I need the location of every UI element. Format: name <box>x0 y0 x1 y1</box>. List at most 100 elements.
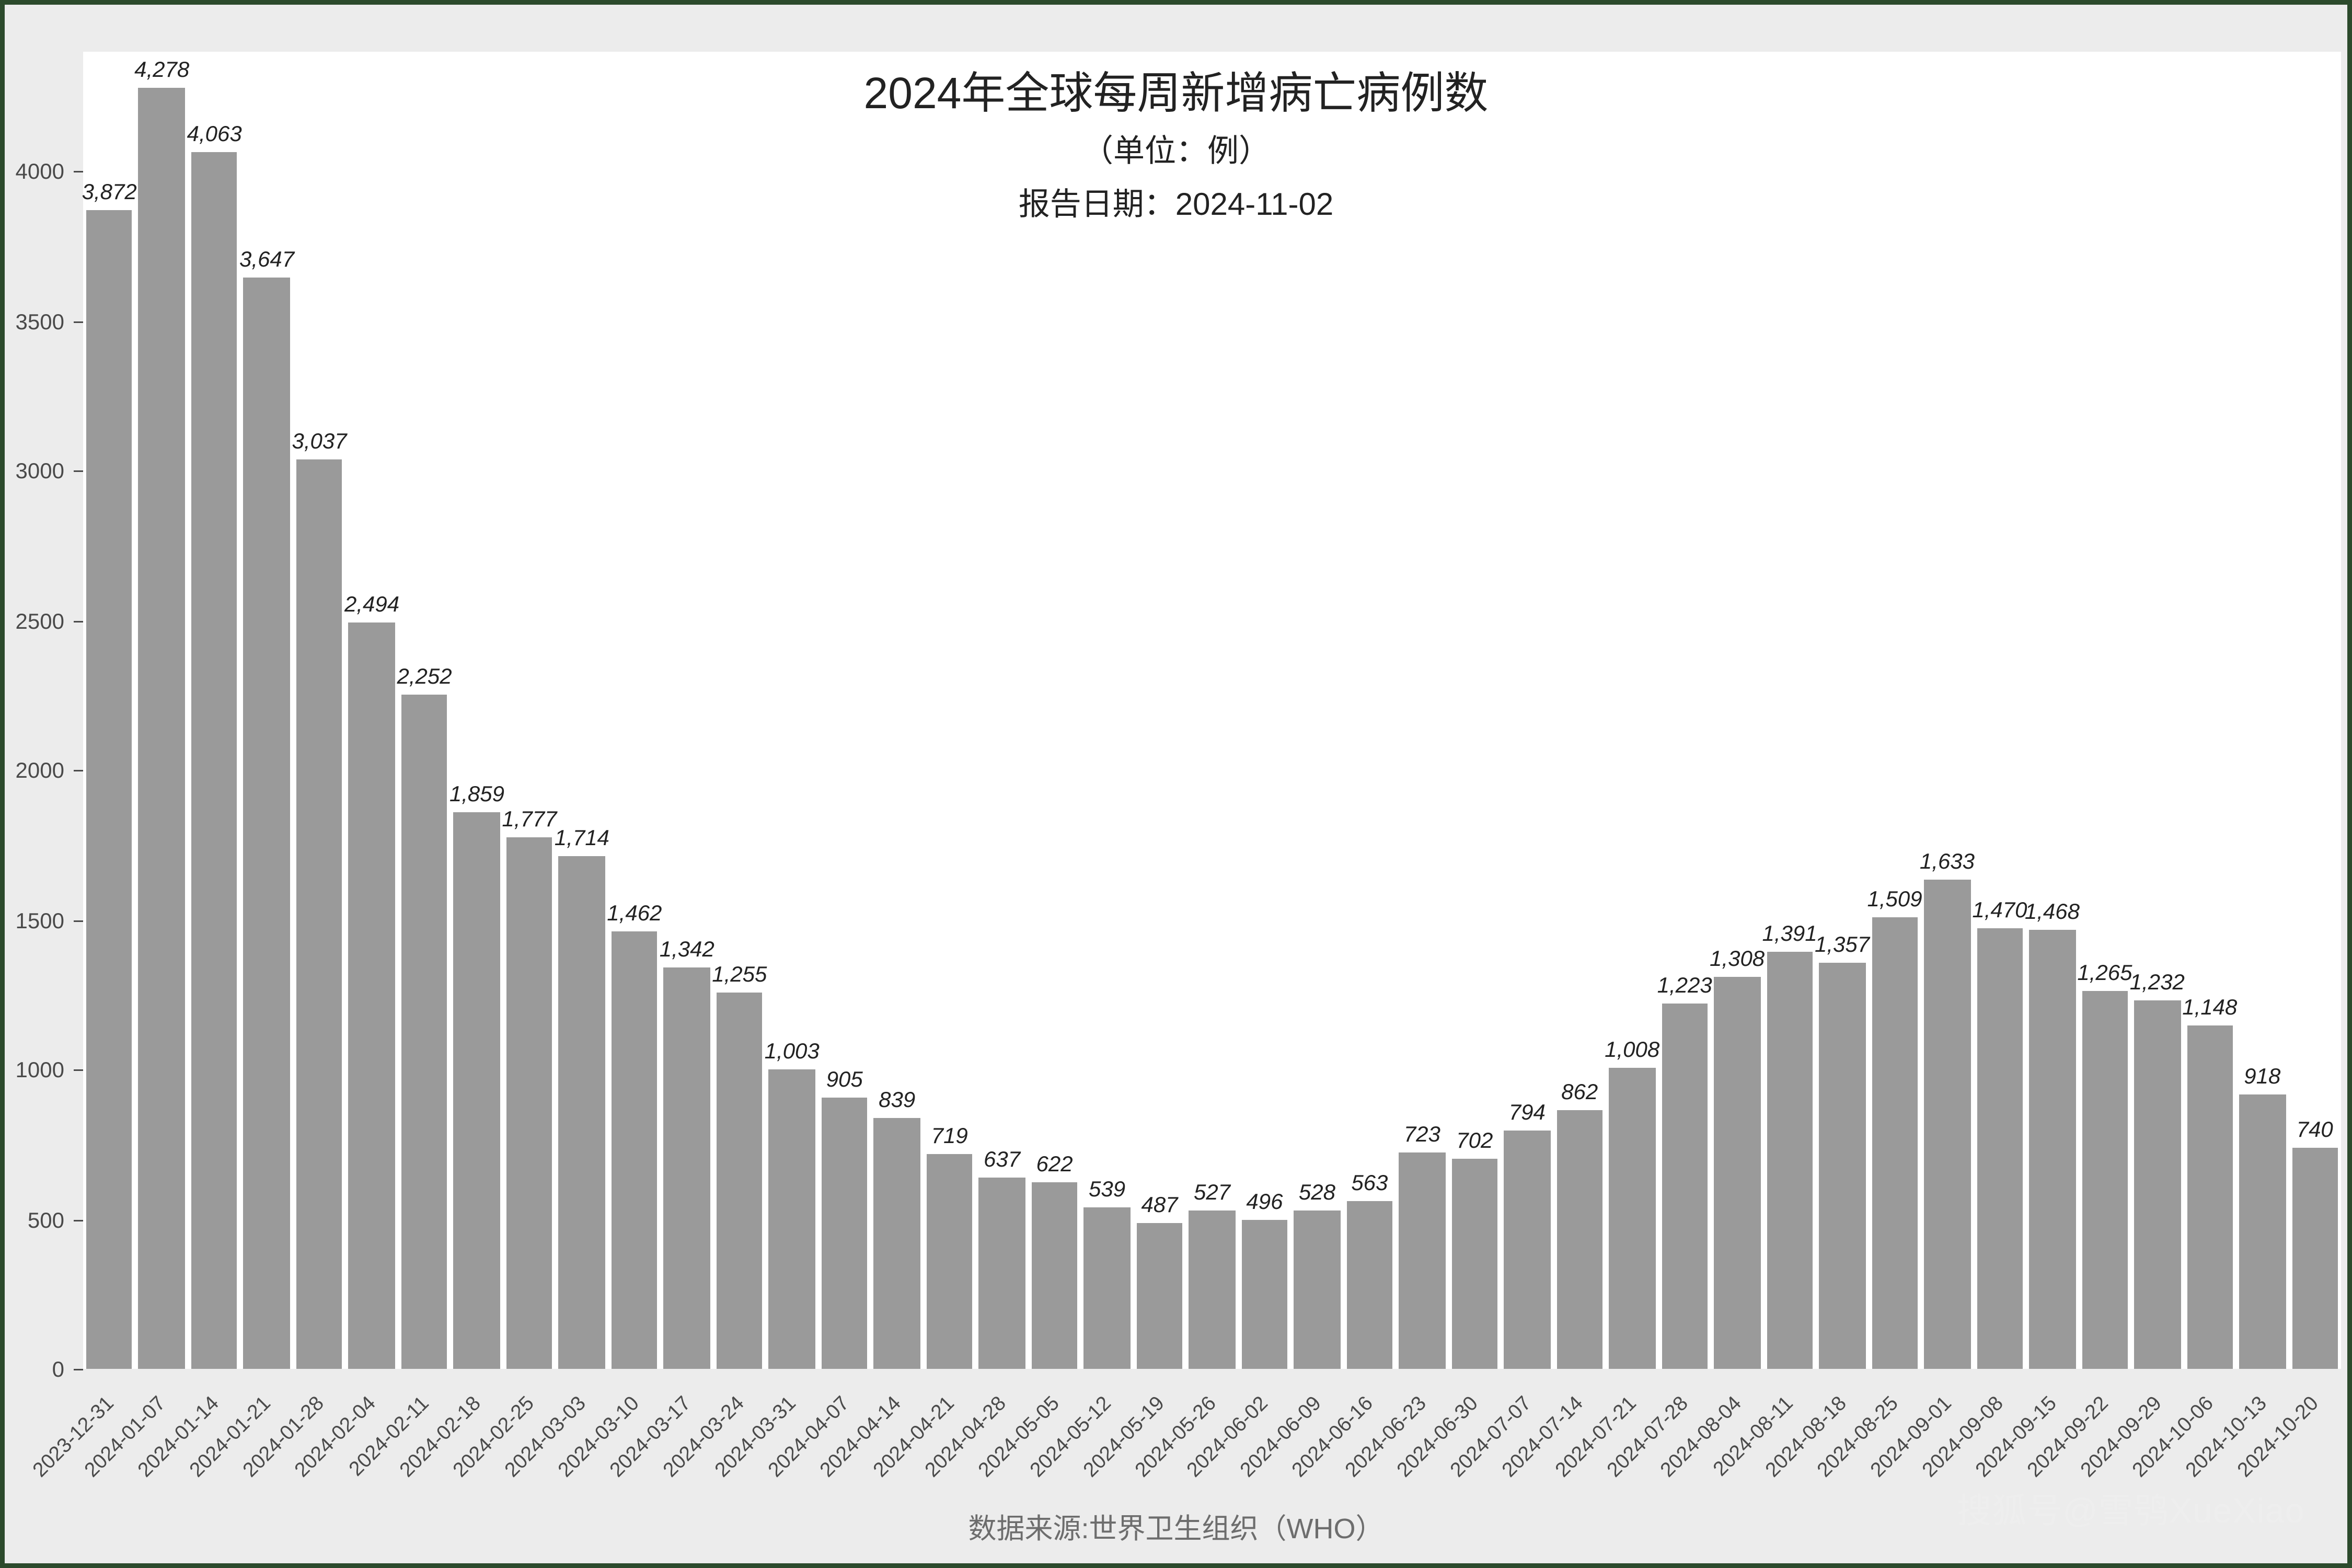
bar <box>1031 1183 1077 1369</box>
y-tick-label: 2500 <box>5 608 64 633</box>
bar <box>296 460 342 1369</box>
y-tick-label: 3500 <box>5 308 64 333</box>
bar <box>1662 1003 1708 1369</box>
bar <box>1241 1220 1287 1369</box>
bar-value-label: 1,003 <box>765 1037 820 1063</box>
bar-value-label: 487 <box>1141 1192 1178 1217</box>
y-tick-mark <box>74 1219 83 1221</box>
y-tick-mark <box>74 920 83 921</box>
bar-value-label: 1,342 <box>660 936 714 961</box>
y-tick-mark <box>74 471 83 472</box>
bar <box>2292 1147 2338 1369</box>
y-tick-label: 3000 <box>5 458 64 483</box>
bar <box>1924 880 1970 1369</box>
bar-value-label: 719 <box>931 1122 968 1147</box>
bar-value-label: 862 <box>1561 1079 1598 1104</box>
y-tick-mark <box>74 1369 83 1370</box>
bar <box>506 837 552 1369</box>
bar <box>664 967 710 1369</box>
bar-value-label: 1,391 <box>1762 921 1817 946</box>
bar <box>2187 1025 2233 1368</box>
bar <box>2082 990 2128 1369</box>
y-tick-label: 0 <box>5 1356 64 1381</box>
y-tick-label: 1500 <box>5 907 64 932</box>
bar-value-label: 4,278 <box>134 57 189 82</box>
y-tick-mark <box>74 770 83 772</box>
bar-value-label: 1,509 <box>1867 886 1922 911</box>
bar <box>1294 1211 1340 1369</box>
bar-value-label: 563 <box>1351 1169 1388 1194</box>
bar-value-label: 1,255 <box>712 962 767 987</box>
bar-value-label: 622 <box>1036 1151 1073 1177</box>
bar <box>2239 1094 2285 1369</box>
bar <box>1714 977 1760 1369</box>
bar <box>979 1178 1025 1369</box>
bar-value-label: 1,008 <box>1605 1036 1659 1061</box>
bar <box>1504 1131 1550 1369</box>
bar <box>244 277 290 1369</box>
y-tick-label: 500 <box>5 1207 64 1232</box>
bar-value-label: 1,859 <box>449 781 504 806</box>
bar <box>454 812 500 1369</box>
bar <box>1819 963 1865 1369</box>
bar <box>1136 1223 1182 1369</box>
bar <box>1451 1159 1497 1369</box>
bar-value-label: 702 <box>1456 1127 1493 1152</box>
bar-value-label: 905 <box>826 1067 863 1092</box>
y-tick-label: 4000 <box>5 159 64 184</box>
bar-value-label: 1,265 <box>2077 959 2132 984</box>
bar <box>559 856 605 1369</box>
bar <box>1609 1067 1655 1369</box>
bar-value-label: 637 <box>984 1147 1020 1172</box>
bar-value-label: 1,462 <box>607 900 662 925</box>
title-block: 2024年全球每周新增病亡病例数 （单位：例） 报告日期：2024-11-02 <box>5 67 2347 227</box>
bar-value-label: 794 <box>1509 1100 1546 1125</box>
chart-caption: 数据来源:世界卫生组织（WHO） <box>5 1507 2347 1548</box>
chart-subtitle-date: 报告日期：2024-11-02 <box>5 183 2347 227</box>
bar-value-label: 1,777 <box>502 805 557 831</box>
bar-value-label: 1,470 <box>1972 897 2027 923</box>
bar-value-label: 2,494 <box>344 591 399 616</box>
bar-value-label: 1,468 <box>2025 898 2080 923</box>
bar-value-label: 4,063 <box>187 121 242 146</box>
bar <box>717 993 763 1369</box>
bar <box>1767 952 1813 1369</box>
bar <box>1977 929 2023 1369</box>
y-tick-mark <box>74 321 83 322</box>
bar <box>612 931 658 1369</box>
bar-value-label: 1,223 <box>1657 972 1712 997</box>
bar <box>926 1154 972 1369</box>
bar <box>1399 1152 1445 1369</box>
chart-subtitle-unit: （单位：例） <box>5 130 2347 174</box>
bar <box>874 1117 920 1369</box>
bar-value-label: 539 <box>1089 1176 1125 1201</box>
bar <box>1189 1211 1235 1369</box>
bar-value-label: 723 <box>1404 1121 1440 1146</box>
frame: 2024年全球每周新增病亡病例数 （单位：例） 报告日期：2024-11-02 … <box>0 0 2352 1568</box>
bar-value-label: 740 <box>2297 1116 2333 1141</box>
chart-panel: 2024年全球每周新增病亡病例数 （单位：例） 报告日期：2024-11-02 … <box>5 5 2347 1563</box>
bar <box>1557 1111 1602 1369</box>
bar-value-label: 3,037 <box>292 429 347 454</box>
chart-title: 2024年全球每周新增病亡病例数 <box>5 67 2347 120</box>
bar-value-label: 496 <box>1246 1189 1283 1214</box>
y-tick-mark <box>74 620 83 622</box>
bar <box>1346 1201 1392 1369</box>
bar <box>86 210 132 1369</box>
bar-value-label: 1,714 <box>555 824 609 849</box>
y-tick-mark <box>74 1069 83 1071</box>
bar-value-label: 528 <box>1299 1180 1335 1205</box>
bar <box>401 695 447 1369</box>
bar-value-label: 1,633 <box>1920 849 1975 874</box>
bar-value-label: 2,252 <box>397 663 452 688</box>
bar <box>349 622 395 1369</box>
bar-value-label: 839 <box>879 1086 915 1111</box>
bar-value-label: 3,647 <box>239 246 294 271</box>
y-tick-mark <box>74 171 83 173</box>
bar <box>2134 1000 2180 1369</box>
y-tick-label: 2000 <box>5 758 64 783</box>
bar-value-label: 1,232 <box>2130 969 2185 994</box>
bar-value-label: 1,148 <box>2182 994 2237 1019</box>
y-tick-label: 1000 <box>5 1057 64 1082</box>
bar <box>191 153 237 1369</box>
